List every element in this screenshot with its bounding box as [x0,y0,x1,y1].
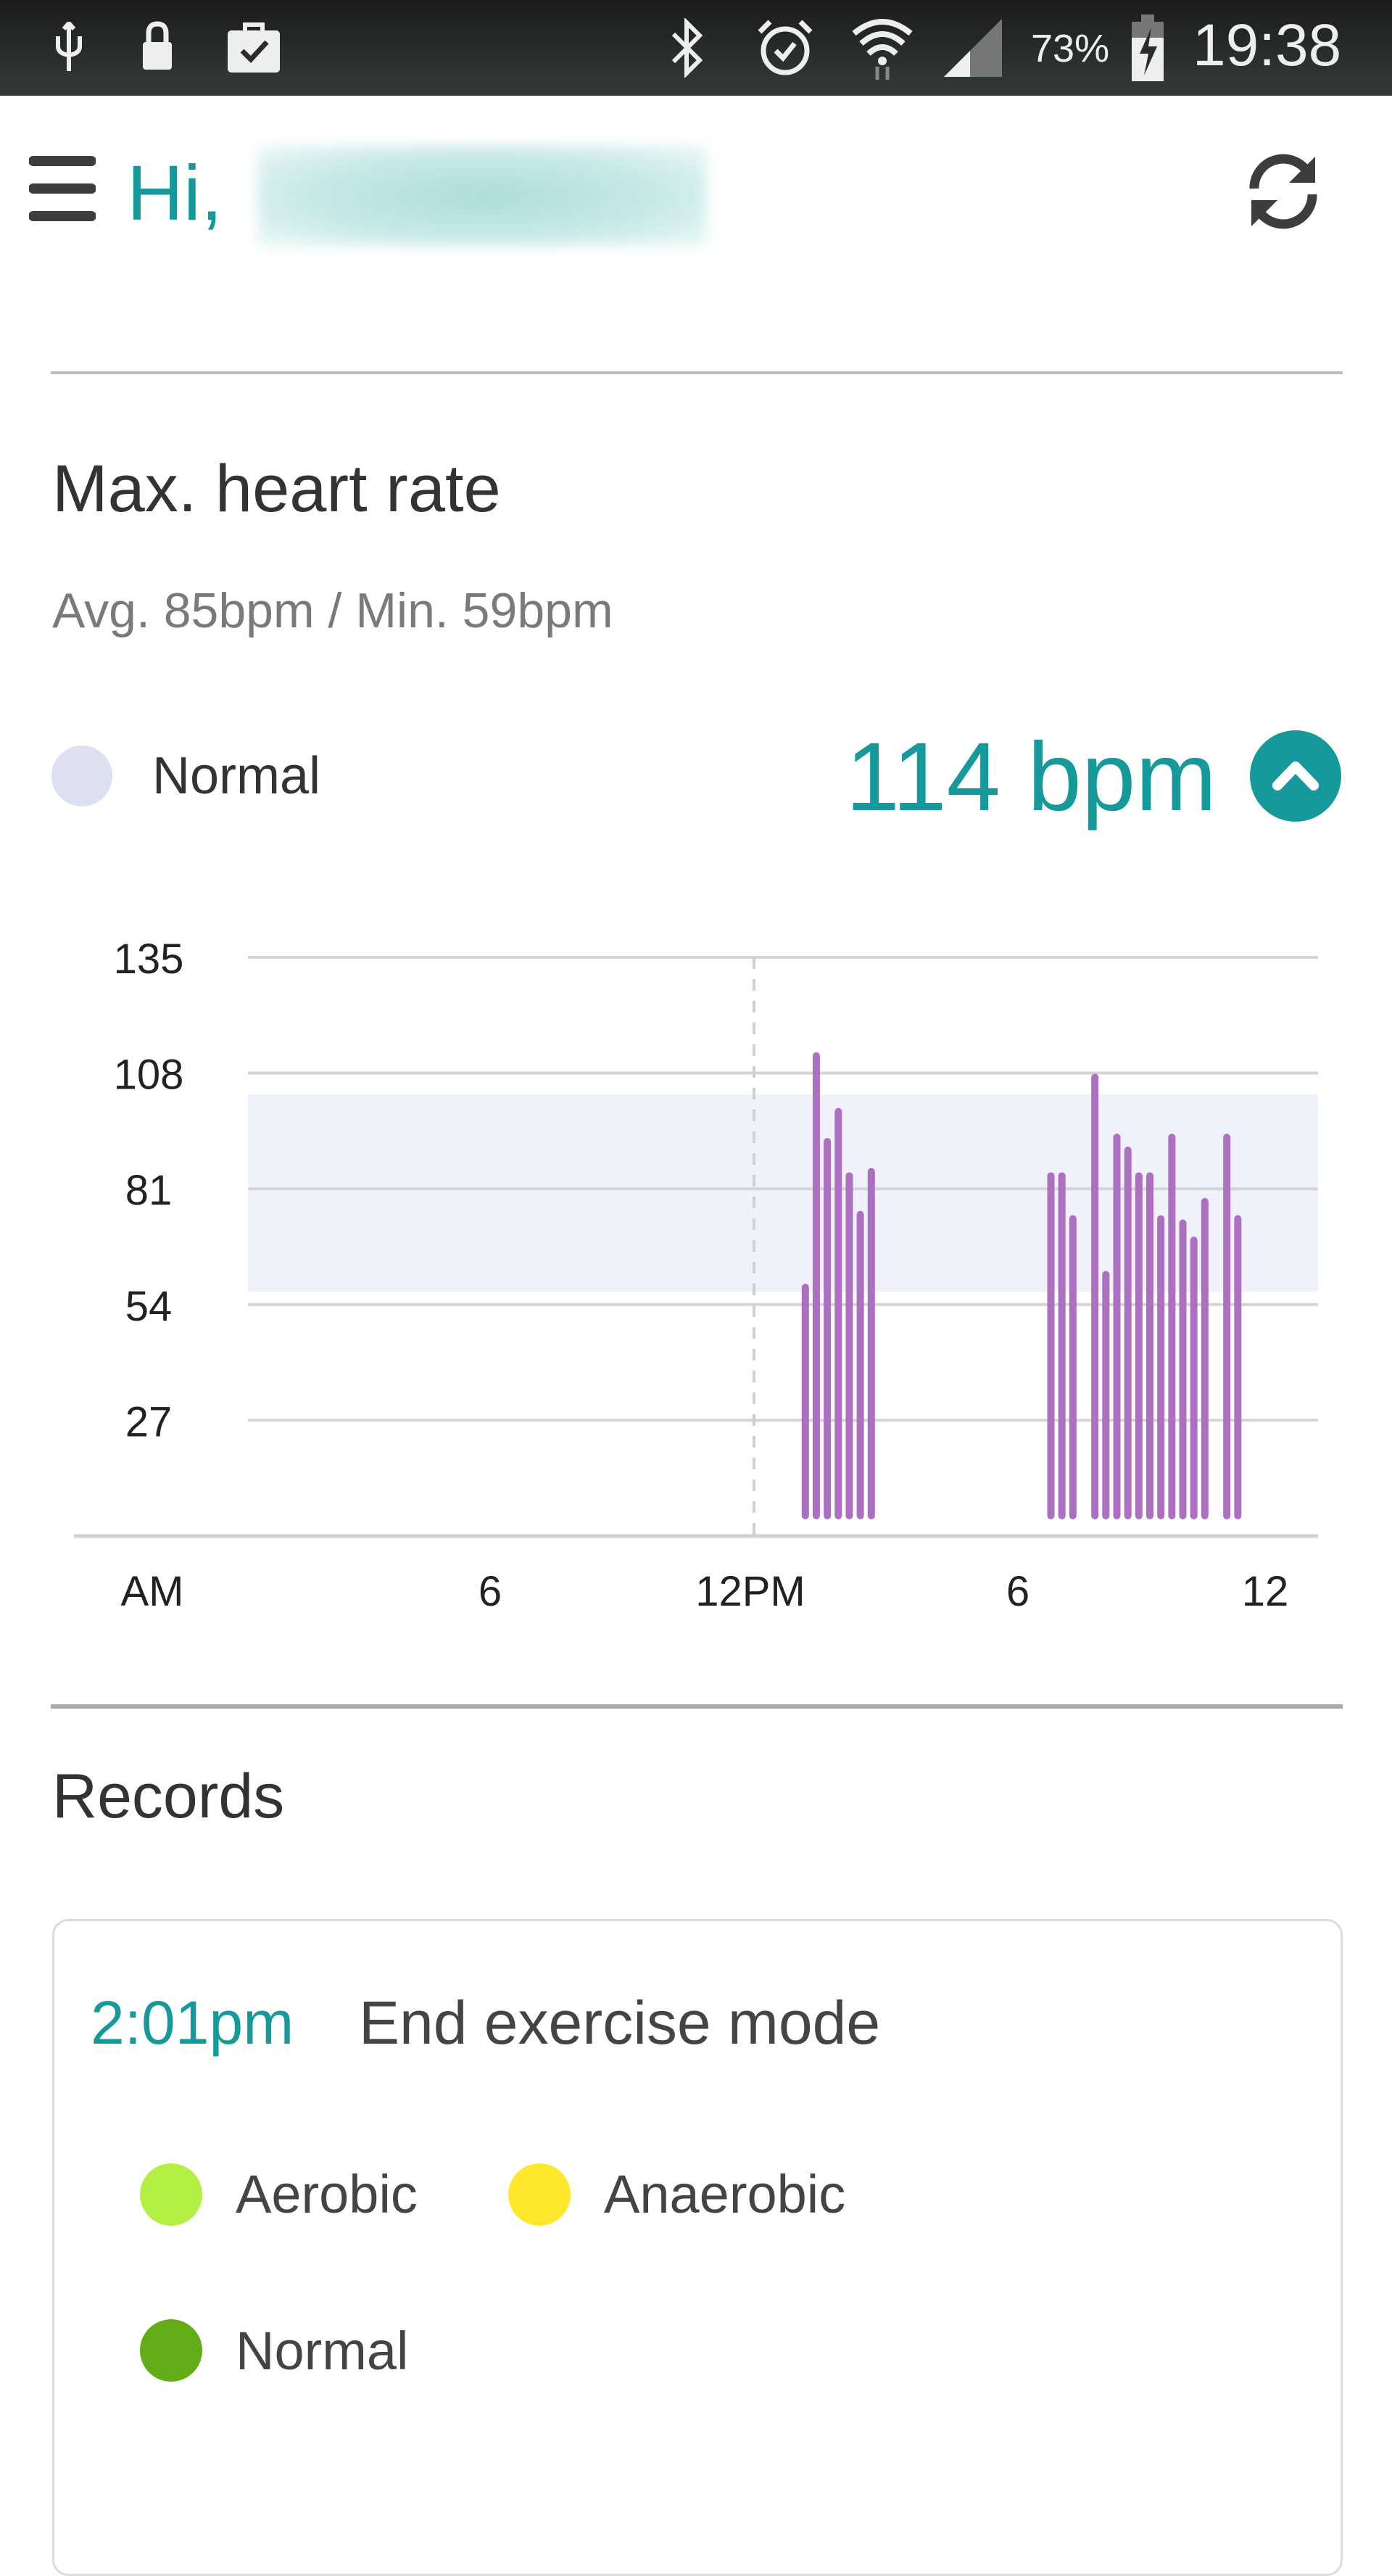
x-tick-label: 6 [1006,1568,1030,1615]
bluetooth-icon [671,18,703,78]
x-tick-label: 6 [478,1568,502,1615]
y-tick-label: 81 [125,1167,173,1214]
status-bar: 73% 19:38 [0,0,1392,96]
normal-legend-label: Normal [152,747,321,805]
battery-charging-icon [1132,15,1164,81]
record-event: End exercise mode [359,1989,881,2057]
signal-icon [944,19,1002,77]
max-heart-rate-value: 114 bpm [845,723,1217,831]
x-tick-label: 12PM [695,1568,805,1615]
normal-legend-dot [51,746,112,806]
clock: 19:38 [1193,12,1342,78]
record-time: 2:01pm [91,1989,294,2057]
collapse-button[interactable] [1250,730,1341,822]
aerobic-legend-label: Aerobic [236,2164,418,2224]
briefcase-check-icon [228,22,280,73]
sync-icon[interactable] [1238,146,1328,236]
alarm-icon [758,20,813,75]
y-tick-label: 27 [125,1398,173,1445]
y-tick-label: 135 [114,936,184,983]
battery-percent: 73% [1031,27,1110,70]
anaerobic-legend-label: Anaerobic [604,2164,846,2224]
anaerobic-legend-dot [508,2163,571,2226]
usb-icon [56,22,82,71]
aerobic-legend-dot [140,2163,202,2226]
section-title: Max. heart rate [52,452,501,526]
wifi-icon [852,19,913,80]
record-card[interactable]: 2:01pm End exercise mode Aerobic Anaerob… [52,1919,1343,2576]
x-tick-label: AM [121,1568,184,1615]
username-blurred [257,145,707,247]
y-tick-label: 108 [114,1052,184,1099]
normal-zone-legend-label: Normal [236,2321,409,2381]
chevron-up-icon [1272,761,1319,790]
greeting: Hi, [127,149,223,236]
heart-rate-chart: 135 108 81 54 27 AM 6 12PM 6 12 [74,936,1318,1615]
lock-icon [143,21,172,70]
heart-rate-subtitle: Avg. 85bpm / Min. 59bpm [52,583,613,638]
hamburger-icon[interactable] [29,152,96,225]
divider [51,371,1343,374]
y-tick-label: 54 [125,1283,173,1330]
records-title: Records [52,1762,285,1831]
normal-zone-legend-dot [140,2319,202,2382]
divider [51,1704,1343,1709]
x-tick-label: 12 [1242,1568,1289,1615]
